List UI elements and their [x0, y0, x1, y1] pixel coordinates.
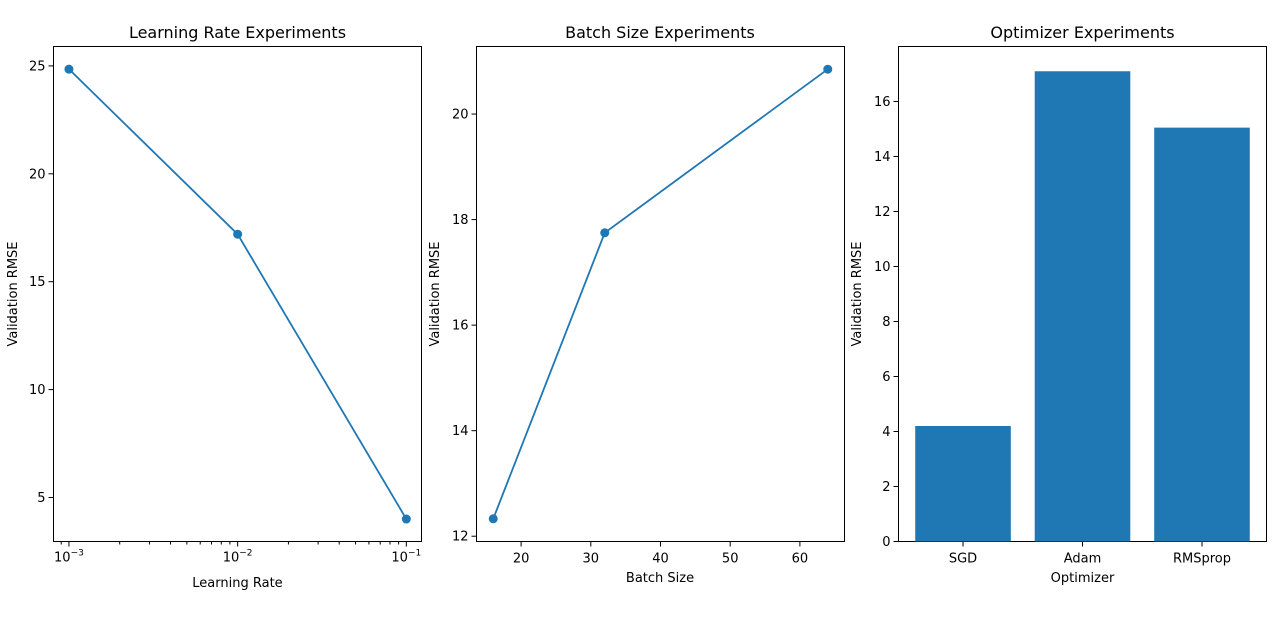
optimizer-y-tick-label: 4	[882, 425, 890, 440]
batch-size-title: Batch Size Experiments	[565, 23, 755, 42]
batch-size-y-tick-label: 20	[452, 108, 469, 123]
bar-adam	[1034, 71, 1131, 542]
learning-rate-point	[233, 229, 243, 239]
optimizer-y-tick-label: 2	[882, 480, 890, 495]
optimizer-x-axis-label: Optimizer	[1051, 571, 1115, 586]
learning-rate-x-tick-label: 10−3	[54, 549, 84, 566]
learning-rate-ticks: 10−3 10−2 10−1 5 10 15 20 25	[29, 59, 421, 565]
bar-sgd	[915, 426, 1011, 542]
batch-size-series	[488, 64, 833, 524]
optimizer-y-tick-label: 12	[874, 205, 891, 220]
learning-rate-y-tick-label: 25	[29, 59, 46, 74]
batch-size-x-tick-label: 40	[652, 552, 669, 567]
batch-size-line	[492, 68, 829, 520]
learning-rate-y-axis-label: Validation RMSE	[6, 241, 21, 346]
batch-size-y-tick-label: 14	[452, 424, 469, 439]
optimizer-y-axis-label: Validation RMSE	[850, 241, 865, 346]
learning-rate-title: Learning Rate Experiments	[129, 23, 346, 42]
learning-rate-x-tick-label: 10−1	[391, 549, 421, 566]
batch-size-x-tick-label: 30	[583, 552, 600, 567]
learning-rate-panel: Learning Rate Experiments Learning Rate …	[6, 23, 422, 591]
batch-size-point	[823, 64, 833, 74]
learning-rate-x-axis-label: Learning Rate	[192, 576, 282, 591]
optimizer-y-tick-label: 0	[882, 535, 890, 550]
learning-rate-y-tick-label: 20	[29, 167, 46, 182]
batch-size-plot-frame	[476, 46, 845, 542]
batch-size-x-tick-label: 20	[513, 552, 530, 567]
batch-size-x-axis-label: Batch Size	[626, 571, 694, 586]
batch-size-x-tick-label: 50	[722, 552, 739, 567]
batch-size-panel: Batch Size Experiments Batch Size Valida…	[428, 23, 845, 586]
optimizer-x-tick-label: SGD	[949, 552, 977, 567]
batch-size-y-axis-label: Validation RMSE	[428, 241, 443, 346]
batch-size-point	[600, 228, 610, 238]
learning-rate-y-tick-label: 15	[29, 275, 46, 290]
batch-size-ticks: 20 30 40 50 60 12 14 16 18 20	[452, 108, 808, 567]
learning-rate-point	[64, 64, 74, 74]
optimizer-panel: Optimizer Experiments Optimizer Validati…	[850, 23, 1267, 586]
learning-rate-plot-frame	[53, 46, 422, 542]
optimizer-title: Optimizer Experiments	[990, 23, 1174, 42]
optimizer-bars	[915, 71, 1250, 542]
learning-rate-series	[64, 64, 411, 524]
learning-rate-y-tick-label: 10	[29, 383, 46, 398]
learning-rate-point	[401, 514, 411, 524]
batch-size-y-tick-label: 12	[452, 530, 469, 545]
optimizer-y-tick-label: 6	[882, 370, 890, 385]
batch-size-point	[488, 514, 498, 524]
optimizer-y-tick-label: 10	[874, 260, 891, 275]
batch-size-x-tick-label: 60	[792, 552, 809, 567]
optimizer-ticks: 0 2 4 6 8 10 12 14 16 SGD Adam RMSprop	[874, 95, 1231, 567]
optimizer-x-tick-label: Adam	[1064, 552, 1102, 567]
batch-size-y-tick-label: 16	[452, 319, 469, 334]
optimizer-y-tick-label: 16	[874, 95, 891, 110]
batch-size-y-tick-label: 18	[452, 213, 469, 228]
learning-rate-line	[68, 68, 408, 520]
learning-rate-x-tick-label: 10−2	[223, 549, 253, 566]
bar-rmsprop	[1154, 127, 1250, 542]
learning-rate-y-tick-label: 5	[37, 491, 45, 506]
optimizer-x-tick-label: RMSprop	[1173, 552, 1231, 567]
optimizer-y-tick-label: 14	[874, 150, 891, 165]
optimizer-y-tick-label: 8	[882, 315, 890, 330]
